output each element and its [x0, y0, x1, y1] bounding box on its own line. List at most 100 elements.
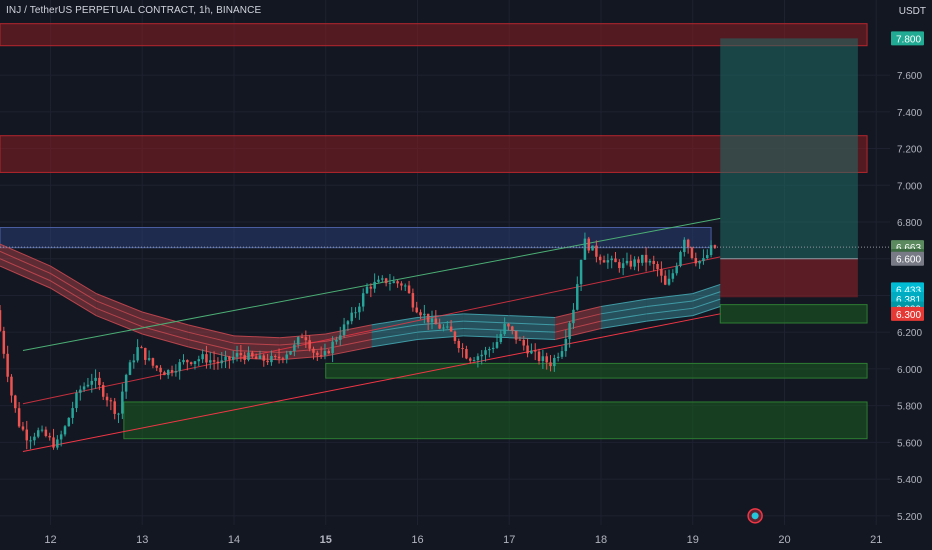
time-tick-label: 17	[503, 534, 515, 546]
candle-body	[224, 356, 227, 361]
candle-body	[266, 360, 269, 363]
ribbon-line	[325, 324, 372, 335]
candle-body	[6, 353, 9, 377]
ribbon-line	[96, 307, 143, 328]
candle-body	[396, 281, 399, 284]
trend-channel[interactable]	[22, 217, 721, 453]
candle-body	[155, 365, 158, 368]
candle-body	[312, 348, 315, 353]
candle-body	[702, 258, 705, 262]
candle-body	[499, 334, 503, 343]
candle-body	[579, 259, 583, 285]
candle-body	[583, 238, 587, 260]
ribbon-line	[463, 320, 510, 324]
price-tick-label: 6.800	[897, 218, 922, 229]
candle-body	[713, 245, 717, 248]
candle-body	[216, 361, 220, 364]
candle-body	[369, 286, 373, 289]
candle-body	[438, 324, 441, 329]
event-marker[interactable]	[747, 508, 763, 524]
candle-body	[323, 351, 327, 356]
candle-body	[98, 377, 101, 386]
candle-body	[186, 360, 189, 363]
candle-body	[660, 269, 663, 276]
candle-body	[694, 258, 698, 264]
candle-body	[465, 349, 468, 359]
candle-body	[10, 376, 13, 396]
ribbon-line	[646, 293, 693, 300]
candle-body	[319, 355, 323, 357]
time-tick-label: 12	[44, 534, 56, 546]
ribbon-line	[233, 342, 280, 346]
candle-body	[121, 391, 124, 414]
time-tick-label: 14	[228, 534, 240, 546]
candle-body	[602, 260, 606, 263]
long-position-tool[interactable]	[720, 38, 858, 298]
candle-body	[656, 263, 659, 270]
candle-body	[201, 354, 204, 360]
candle-body	[166, 370, 170, 376]
candle-body	[82, 386, 86, 390]
candle-body	[178, 362, 181, 372]
candle-body	[365, 286, 369, 294]
ribbon-line	[371, 324, 418, 333]
channel-upper-line	[22, 217, 721, 352]
candle-body	[17, 408, 21, 427]
candle-body	[44, 429, 48, 436]
ribbon-segment	[463, 313, 510, 338]
candle-body	[304, 337, 308, 341]
candle-body	[511, 326, 514, 331]
ribbon-line	[233, 335, 280, 339]
candle-body	[564, 338, 568, 352]
candle-body	[400, 283, 403, 286]
candle-body	[140, 347, 143, 349]
ribbon-segment	[692, 284, 721, 316]
time-axis[interactable]: 12 13 14 15 16 17 18 19 20 21	[0, 525, 932, 550]
candle-body	[598, 256, 602, 261]
candle-body	[63, 426, 67, 435]
candle-body	[698, 261, 701, 264]
candle-body	[117, 413, 120, 415]
ribbon-segment	[371, 317, 418, 347]
price-axis[interactable]: 7.6007.4007.2007.0006.8006.6006.4006.200…	[890, 0, 932, 550]
ribbon-line	[417, 328, 464, 333]
ribbon-segment	[96, 293, 143, 335]
candle-body	[132, 360, 136, 363]
candle-body	[243, 355, 246, 360]
candle-body	[495, 342, 499, 348]
candle-body	[503, 323, 506, 335]
ribbon-line	[692, 298, 721, 309]
candle-body	[587, 238, 590, 251]
candle-body	[663, 275, 667, 285]
price-tick-label: 6.000	[897, 365, 922, 376]
position-target-area	[720, 38, 858, 259]
support-zone	[325, 362, 868, 379]
candle-body	[0, 310, 2, 331]
ribbon-line	[187, 346, 235, 359]
ribbon-line	[509, 329, 556, 333]
resistance-zone	[0, 23, 868, 47]
candle-body	[59, 434, 63, 440]
candle-body	[308, 340, 311, 349]
candle-body	[637, 259, 640, 263]
candle-body	[258, 355, 262, 360]
event-marker-dot	[751, 512, 759, 520]
ribbon-segment	[50, 266, 97, 316]
candle-body	[147, 358, 151, 360]
ribbon-segment	[555, 306, 601, 340]
ribbon-line	[600, 298, 647, 307]
candle-body	[415, 307, 418, 313]
ribbon-line	[50, 280, 97, 309]
price-label-text: 6.663	[896, 243, 921, 254]
candle-body	[686, 239, 690, 248]
candle-body	[189, 362, 193, 365]
ribbon-line	[0, 265, 51, 289]
price-tick-label: 6.200	[897, 328, 922, 339]
candle-body	[679, 252, 682, 266]
price-label-text: 6.300	[896, 310, 921, 321]
ribbon-line	[600, 305, 647, 315]
ribbon-segment	[509, 315, 556, 340]
candle-body	[163, 372, 166, 376]
candle-body	[507, 323, 510, 327]
